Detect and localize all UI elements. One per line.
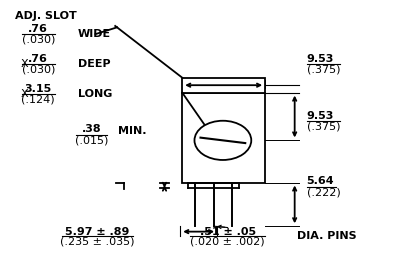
Text: DIA. PINS: DIA. PINS (297, 231, 356, 241)
Text: ADJ. SLOT: ADJ. SLOT (15, 11, 76, 21)
Text: WIDE: WIDE (78, 29, 111, 39)
Text: (.030): (.030) (22, 64, 55, 75)
Text: 5.64: 5.64 (306, 176, 334, 186)
Text: (.375): (.375) (306, 122, 340, 132)
Text: (.020 ± .002): (.020 ± .002) (190, 236, 265, 246)
Text: X: X (20, 59, 28, 69)
Text: X: X (20, 89, 28, 99)
Text: (.124): (.124) (22, 95, 55, 105)
Circle shape (194, 121, 251, 160)
Bar (182, 93, 265, 183)
Text: .76: .76 (28, 54, 48, 64)
Text: (.222): (.222) (306, 187, 340, 197)
Text: 9.53: 9.53 (306, 111, 334, 121)
Text: 9.53: 9.53 (306, 54, 334, 64)
Text: .76: .76 (28, 24, 48, 34)
Text: (.235 ± .035): (.235 ± .035) (60, 236, 135, 246)
Text: (.030): (.030) (22, 34, 55, 44)
Text: 5.97 ± .89: 5.97 ± .89 (65, 227, 130, 237)
Text: (.015): (.015) (75, 135, 108, 145)
Text: (.375): (.375) (306, 64, 340, 75)
Text: .38: .38 (82, 125, 101, 135)
Text: DEEP: DEEP (78, 59, 110, 69)
Bar (182, 78, 265, 93)
Text: 3.15: 3.15 (25, 84, 52, 94)
Text: MIN.: MIN. (118, 126, 147, 136)
Text: LONG: LONG (78, 89, 112, 99)
Text: .51 ± .05: .51 ± .05 (200, 227, 256, 237)
